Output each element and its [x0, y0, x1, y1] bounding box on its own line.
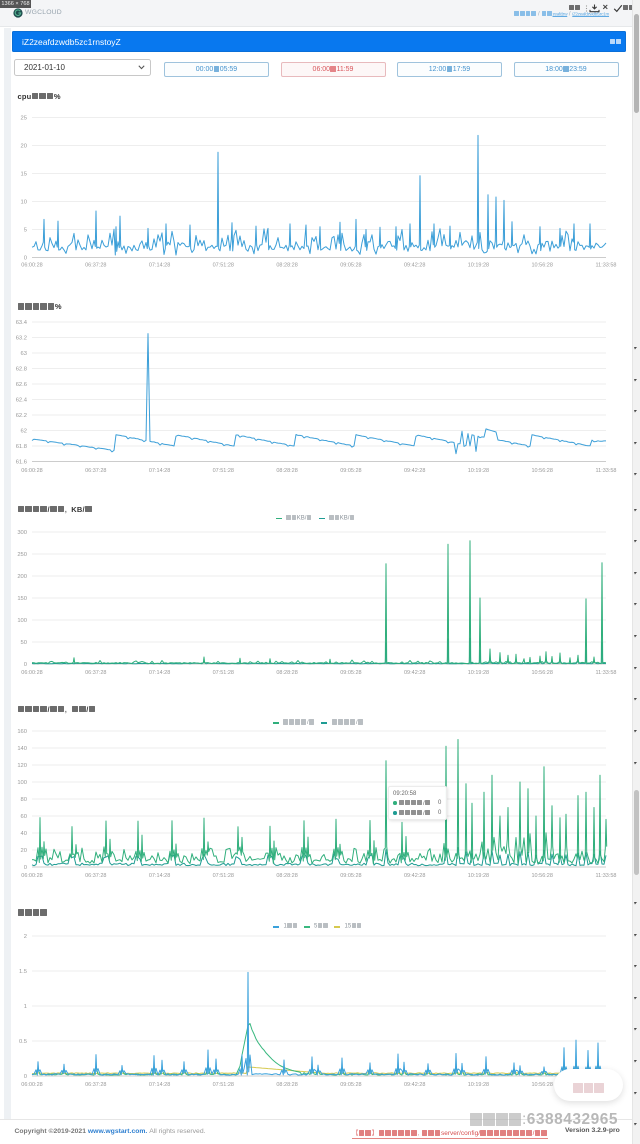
svg-text:63.2: 63.2	[16, 336, 27, 342]
svg-text:20: 20	[21, 144, 27, 150]
svg-text:62.2: 62.2	[16, 413, 27, 419]
svg-text:10: 10	[21, 200, 27, 206]
svg-text:07:14:28: 07:14:28	[149, 873, 170, 879]
svg-text:08:28:28: 08:28:28	[276, 468, 297, 474]
svg-text:63.4: 63.4	[16, 320, 28, 326]
svg-text:09:05:28: 09:05:28	[340, 670, 361, 676]
svg-text:140: 140	[17, 746, 27, 752]
svg-text:11:33:58: 11:33:58	[595, 873, 616, 879]
svg-text:07:51:28: 07:51:28	[213, 670, 234, 676]
svg-text:50: 50	[21, 640, 27, 646]
svg-text:07:14:28: 07:14:28	[149, 263, 170, 269]
svg-text:250: 250	[17, 552, 27, 558]
svg-text:10:19:28: 10:19:28	[468, 670, 489, 676]
svg-text:09:42:28: 09:42:28	[404, 468, 425, 474]
svg-text:07:14:28: 07:14:28	[149, 670, 170, 676]
svg-text:10:19:28: 10:19:28	[468, 873, 489, 879]
svg-text:07:14:28: 07:14:28	[149, 1082, 170, 1088]
svg-text:09:42:28: 09:42:28	[404, 263, 425, 269]
svg-text:10:56:28: 10:56:28	[531, 873, 552, 879]
svg-text:08:28:28: 08:28:28	[276, 670, 297, 676]
svg-text:06:37:28: 06:37:28	[85, 670, 106, 676]
svg-text:06:00:28: 06:00:28	[21, 1082, 42, 1088]
svg-text:09:05:28: 09:05:28	[340, 263, 361, 269]
svg-text:62.4: 62.4	[16, 398, 28, 404]
svg-text:100: 100	[17, 618, 27, 624]
svg-text:15: 15	[21, 172, 27, 178]
svg-text:08:28:28: 08:28:28	[276, 1082, 297, 1088]
svg-text:11:33:58: 11:33:58	[595, 670, 616, 676]
svg-text:160: 160	[17, 729, 27, 735]
svg-text:11:33:58: 11:33:58	[595, 263, 616, 269]
svg-text:25: 25	[21, 116, 27, 122]
svg-text:09:42:28: 09:42:28	[404, 670, 425, 676]
svg-text:80: 80	[21, 797, 27, 803]
svg-text:1.5: 1.5	[19, 969, 27, 975]
svg-text:62.8: 62.8	[16, 367, 27, 373]
svg-text:10:19:28: 10:19:28	[468, 468, 489, 474]
svg-text:06:37:28: 06:37:28	[85, 468, 106, 474]
svg-text:07:51:28: 07:51:28	[213, 468, 234, 474]
svg-text:09:05:28: 09:05:28	[340, 873, 361, 879]
svg-text:0: 0	[24, 662, 27, 668]
svg-text:40: 40	[21, 831, 27, 837]
svg-text:09:42:28: 09:42:28	[404, 1082, 425, 1088]
svg-text:10:19:28: 10:19:28	[468, 1082, 489, 1088]
svg-text:0: 0	[24, 865, 27, 871]
svg-text:06:37:28: 06:37:28	[85, 873, 106, 879]
svg-text:06:00:28: 06:00:28	[21, 468, 42, 474]
svg-text:10:56:28: 10:56:28	[531, 670, 552, 676]
svg-text:06:00:28: 06:00:28	[21, 873, 42, 879]
svg-text:200: 200	[17, 574, 27, 580]
svg-text:07:14:28: 07:14:28	[149, 468, 170, 474]
svg-text:09:42:28: 09:42:28	[404, 873, 425, 879]
svg-text:150: 150	[17, 596, 27, 602]
svg-text:60: 60	[21, 814, 27, 820]
svg-text:63: 63	[21, 351, 27, 357]
svg-text:1: 1	[24, 1004, 27, 1010]
svg-text:08:28:28: 08:28:28	[276, 263, 297, 269]
svg-text:0: 0	[24, 1074, 27, 1080]
svg-text:06:37:28: 06:37:28	[85, 1082, 106, 1088]
svg-text:0: 0	[24, 256, 27, 262]
svg-text:10:56:28: 10:56:28	[531, 468, 552, 474]
svg-text:61.6: 61.6	[16, 460, 27, 466]
svg-text:20: 20	[21, 848, 27, 854]
svg-text:0.5: 0.5	[19, 1039, 27, 1045]
svg-text:5: 5	[24, 228, 27, 234]
svg-text:11:33:58: 11:33:58	[595, 468, 616, 474]
svg-text:06:00:28: 06:00:28	[21, 263, 42, 269]
svg-text:300: 300	[17, 530, 27, 536]
svg-text:62.6: 62.6	[16, 382, 27, 388]
svg-text:61.8: 61.8	[16, 444, 27, 450]
svg-text:120: 120	[17, 763, 27, 769]
svg-text:06:00:28: 06:00:28	[21, 670, 42, 676]
svg-text:10:19:28: 10:19:28	[468, 263, 489, 269]
svg-text:07:51:28: 07:51:28	[213, 1082, 234, 1088]
svg-text:07:51:28: 07:51:28	[213, 263, 234, 269]
svg-text:2: 2	[24, 934, 27, 940]
svg-text:10:56:28: 10:56:28	[531, 263, 552, 269]
svg-text:09:05:28: 09:05:28	[340, 468, 361, 474]
svg-text:62: 62	[21, 429, 27, 435]
svg-text:07:51:28: 07:51:28	[213, 873, 234, 879]
svg-text:09:05:28: 09:05:28	[340, 1082, 361, 1088]
svg-text:100: 100	[17, 780, 27, 786]
svg-text:06:37:28: 06:37:28	[85, 263, 106, 269]
svg-text:10:56:28: 10:56:28	[531, 1082, 552, 1088]
svg-text:08:28:28: 08:28:28	[276, 873, 297, 879]
